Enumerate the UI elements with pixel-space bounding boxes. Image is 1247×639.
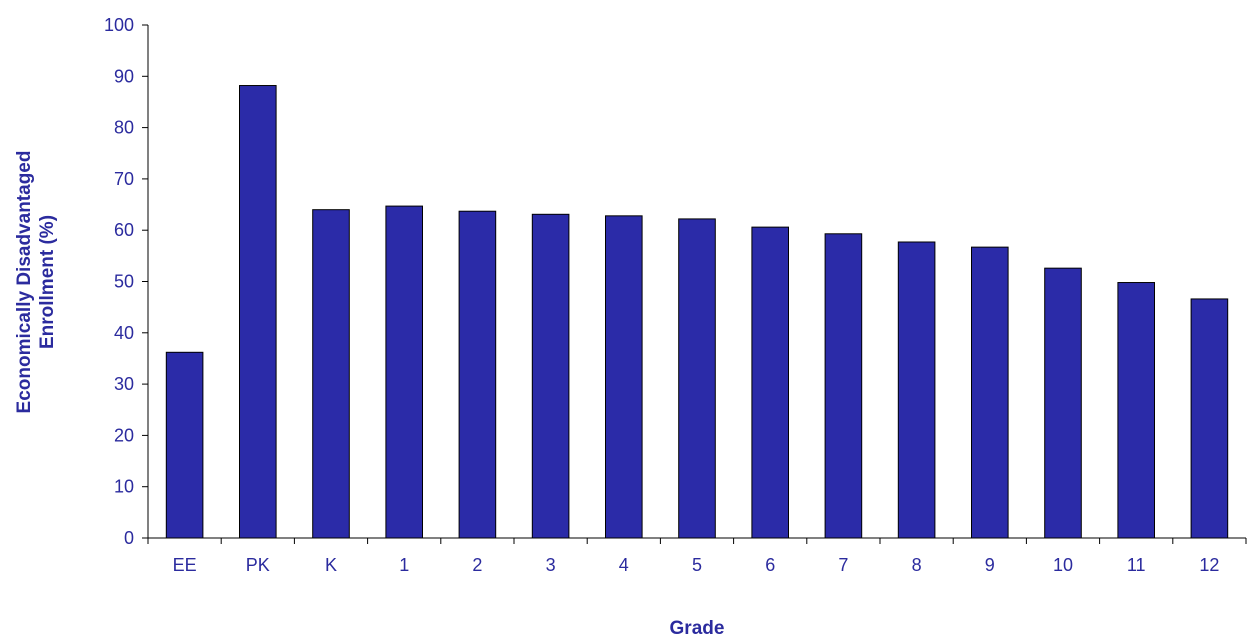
bar-9: [971, 246, 1009, 539]
y-tick-label: 100: [104, 15, 134, 35]
y-tick-label: 0: [124, 528, 134, 548]
x-tick-label: 10: [1053, 555, 1073, 575]
bars: [165, 85, 1229, 539]
x-axis-title: Grade: [670, 618, 725, 639]
x-tick-label: 3: [546, 555, 556, 575]
x-tick-label: 11: [1127, 555, 1146, 575]
bar-K: [312, 209, 350, 539]
x-tick-label: 8: [912, 555, 922, 575]
y-tick-label: 10: [114, 477, 134, 497]
x-tick-label: 4: [619, 555, 629, 575]
x-tick-label: 12: [1199, 555, 1219, 575]
x-ticks: EE PK K 1 2 3 4 5 6 7 8 9 10 11 12: [147, 538, 1247, 575]
y-tick-label: 90: [114, 66, 134, 86]
y-ticks: 0 10 20 30 40 50 60 70 80 90 100: [104, 15, 148, 548]
y-tick-label: 60: [114, 220, 134, 240]
bar-5: [678, 218, 716, 539]
y-tick-label: 80: [114, 118, 134, 138]
y-tick-label: 50: [114, 272, 134, 292]
x-tick-label: K: [325, 555, 337, 575]
x-tick-label: EE: [173, 555, 197, 575]
bar-2: [458, 210, 497, 539]
y-axis-title-line-2: Enrollment (%): [37, 215, 58, 349]
y-tick-label: 70: [114, 169, 134, 189]
y-axis-title: Economically Disadvantaged Enrollment (%…: [14, 151, 58, 414]
bar-EE: [165, 351, 204, 539]
y-tick-label: 20: [114, 425, 134, 445]
bar-12: [1190, 298, 1229, 539]
y-tick-label: 40: [114, 323, 134, 343]
y-axis-title-line-1: Economically Disadvantaged: [14, 151, 35, 414]
x-tick-label: 2: [472, 555, 482, 575]
bar-3: [531, 213, 570, 539]
bar-11: [1117, 282, 1156, 539]
bar-7: [824, 233, 863, 539]
bar-8: [897, 241, 936, 539]
x-tick-label: 7: [838, 555, 848, 575]
bar-1: [385, 205, 423, 539]
x-tick-label: 6: [765, 555, 775, 575]
x-tick-label: 1: [399, 555, 409, 575]
bar-6: [751, 226, 790, 539]
bar-4: [605, 215, 643, 539]
bar-10: [1044, 267, 1082, 539]
bar-PK: [239, 85, 277, 539]
x-tick-label: 9: [985, 555, 995, 575]
y-tick-label: 30: [114, 374, 134, 394]
x-tick-label: PK: [246, 555, 270, 575]
x-tick-label: 5: [692, 555, 702, 575]
